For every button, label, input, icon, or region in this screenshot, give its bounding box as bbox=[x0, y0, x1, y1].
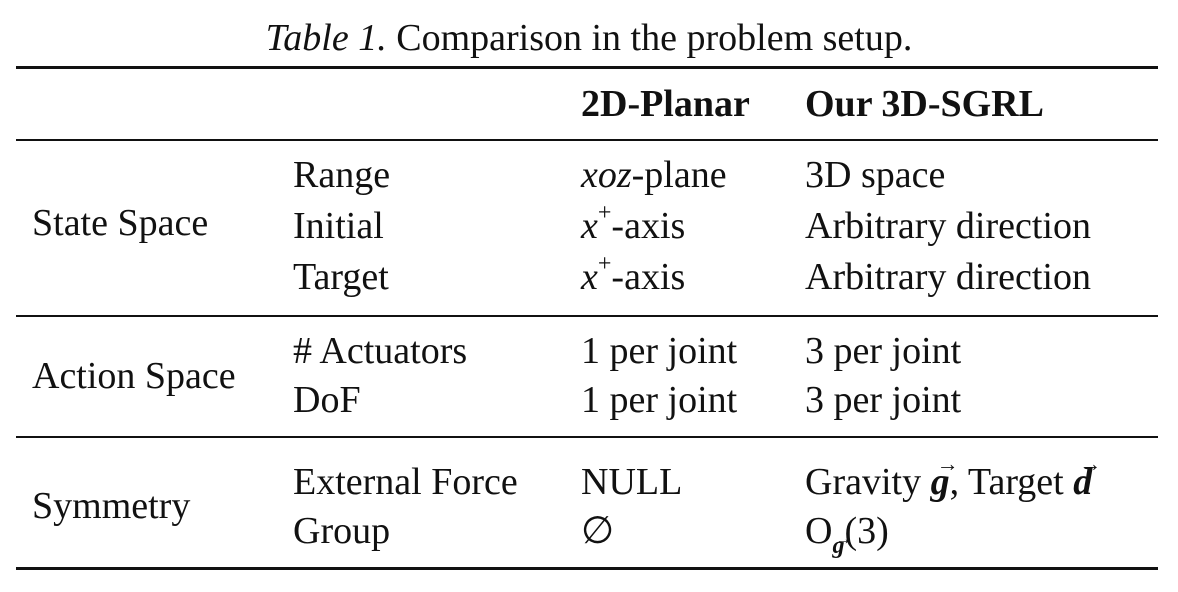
ours-force-gravity-label: Gravity bbox=[805, 461, 931, 503]
planar-dof: 1 per joint bbox=[581, 379, 738, 421]
ours-actuators: 3 per joint bbox=[805, 330, 962, 372]
group-symmetry: Symmetry bbox=[32, 485, 191, 527]
planar-range: xoz-plane bbox=[581, 150, 727, 200]
planar-group: ∅ bbox=[581, 510, 615, 552]
attr-range: Range bbox=[293, 154, 391, 196]
planar-target-sup: + bbox=[597, 251, 612, 278]
ours-group-main: O bbox=[805, 510, 833, 552]
planar-initial-sup: + bbox=[597, 200, 612, 227]
planar-initial-var: x bbox=[581, 205, 598, 247]
table-caption: Table 1. Comparison in the problem setup… bbox=[0, 12, 1178, 64]
header-our-3d-sgrl: Our 3D-SGRL bbox=[805, 83, 1044, 125]
caption-text: Comparison in the problem setup. bbox=[396, 17, 913, 59]
attr-actuators: # Actuators bbox=[293, 330, 468, 372]
ours-group: Og(3) bbox=[805, 506, 889, 561]
ours-dof: 3 per joint bbox=[805, 379, 962, 421]
state-space-rule bbox=[16, 315, 1158, 317]
planar-external-force: NULL bbox=[581, 461, 683, 503]
ours-group-suffix: (3) bbox=[844, 510, 889, 552]
attr-initial: Initial bbox=[293, 205, 384, 247]
target-vector-symbol: d bbox=[1073, 461, 1092, 503]
ours-initial: Arbitrary direction bbox=[805, 205, 1091, 247]
ours-target: Arbitrary direction bbox=[805, 256, 1091, 298]
planar-range-suffix: -plane bbox=[631, 154, 727, 196]
gravity-vector-symbol: g bbox=[931, 461, 950, 503]
planar-initial-suffix: -axis bbox=[611, 205, 686, 247]
planar-target-suffix: -axis bbox=[611, 256, 686, 298]
attr-external-force: External Force bbox=[293, 461, 518, 503]
ours-range: 3D space bbox=[805, 154, 946, 196]
caption-label: Table 1. bbox=[265, 17, 387, 59]
attr-dof: DoF bbox=[293, 379, 361, 421]
planar-actuators: 1 per joint bbox=[581, 330, 738, 372]
planar-target-var: x bbox=[581, 256, 598, 298]
planar-initial: x+-axis bbox=[581, 201, 685, 251]
bottom-rule bbox=[16, 567, 1158, 570]
group-action-space: Action Space bbox=[32, 355, 236, 397]
attr-target: Target bbox=[293, 256, 389, 298]
header-2d-planar: 2D-Planar bbox=[581, 83, 750, 125]
ours-group-subscript: g bbox=[832, 533, 844, 559]
header-rule bbox=[16, 139, 1158, 141]
group-state-space: State Space bbox=[32, 202, 209, 244]
action-space-rule bbox=[16, 436, 1158, 438]
ours-external-force: Gravity g, Target d bbox=[805, 457, 1092, 507]
attr-group: Group bbox=[293, 510, 391, 552]
top-rule bbox=[16, 66, 1158, 69]
ours-force-target-label: , Target bbox=[949, 461, 1074, 503]
planar-range-var: xoz bbox=[581, 154, 632, 196]
planar-target: x+-axis bbox=[581, 252, 685, 302]
